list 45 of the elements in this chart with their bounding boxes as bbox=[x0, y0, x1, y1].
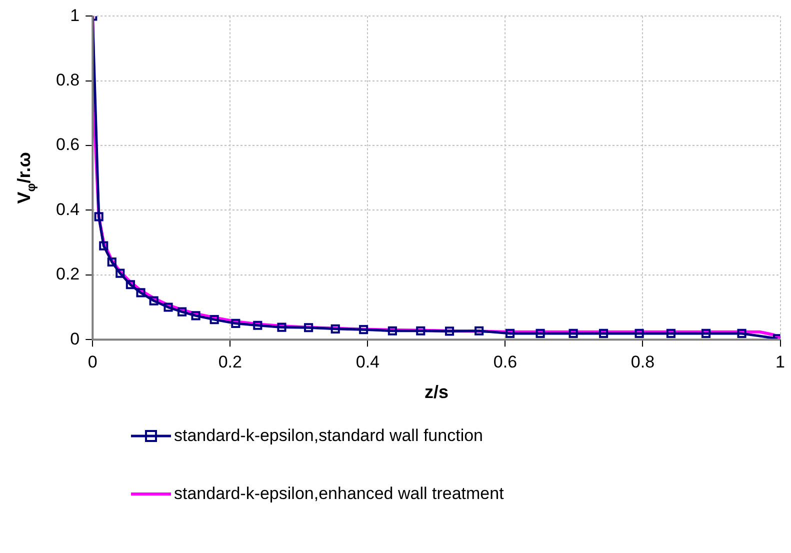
point bbox=[210, 315, 219, 324]
point bbox=[304, 323, 314, 332]
point bbox=[599, 328, 608, 338]
point bbox=[253, 320, 262, 330]
point bbox=[94, 212, 104, 222]
point bbox=[231, 318, 240, 328]
point bbox=[666, 328, 676, 338]
point bbox=[116, 268, 125, 278]
point bbox=[388, 326, 397, 336]
y-tick-label: 0.8 bbox=[56, 70, 80, 90]
point bbox=[177, 307, 187, 316]
point bbox=[136, 288, 146, 298]
y-tick-label: 0 bbox=[70, 329, 80, 348]
point bbox=[505, 328, 515, 338]
point bbox=[416, 326, 426, 336]
point bbox=[107, 257, 116, 267]
point bbox=[126, 280, 135, 290]
point bbox=[164, 302, 173, 312]
point bbox=[536, 328, 545, 338]
y-tick-label: 0.6 bbox=[56, 135, 80, 154]
x-axis-title: z/s bbox=[424, 382, 448, 402]
x-tick-label: 0.8 bbox=[630, 352, 655, 372]
legend-label: standard-k-epsilon,enhanced wall treatment bbox=[174, 484, 504, 504]
point bbox=[634, 328, 644, 338]
x-tick-label: 0 bbox=[88, 352, 98, 372]
point bbox=[701, 328, 711, 338]
point bbox=[99, 241, 108, 250]
legend-label: standard-k-epsilon,standard wall function bbox=[174, 426, 484, 446]
point bbox=[444, 326, 454, 336]
point bbox=[277, 322, 286, 332]
y-axis-title: Vφ/r.ω bbox=[14, 152, 38, 204]
y-tick-label: 0.2 bbox=[56, 264, 80, 284]
point bbox=[737, 328, 746, 338]
point bbox=[568, 328, 578, 338]
point bbox=[149, 296, 158, 306]
x-tick-label: 0.6 bbox=[493, 352, 518, 372]
y-tick-label: 1 bbox=[70, 6, 80, 25]
point bbox=[191, 311, 200, 320]
x-tick-label: 1 bbox=[776, 352, 786, 372]
point bbox=[474, 326, 484, 336]
x-tick-label: 0.4 bbox=[356, 352, 380, 372]
point bbox=[330, 324, 340, 334]
point bbox=[359, 325, 368, 334]
y-tick-label: 0.4 bbox=[56, 200, 80, 219]
x-tick-label: 0.2 bbox=[218, 352, 242, 372]
